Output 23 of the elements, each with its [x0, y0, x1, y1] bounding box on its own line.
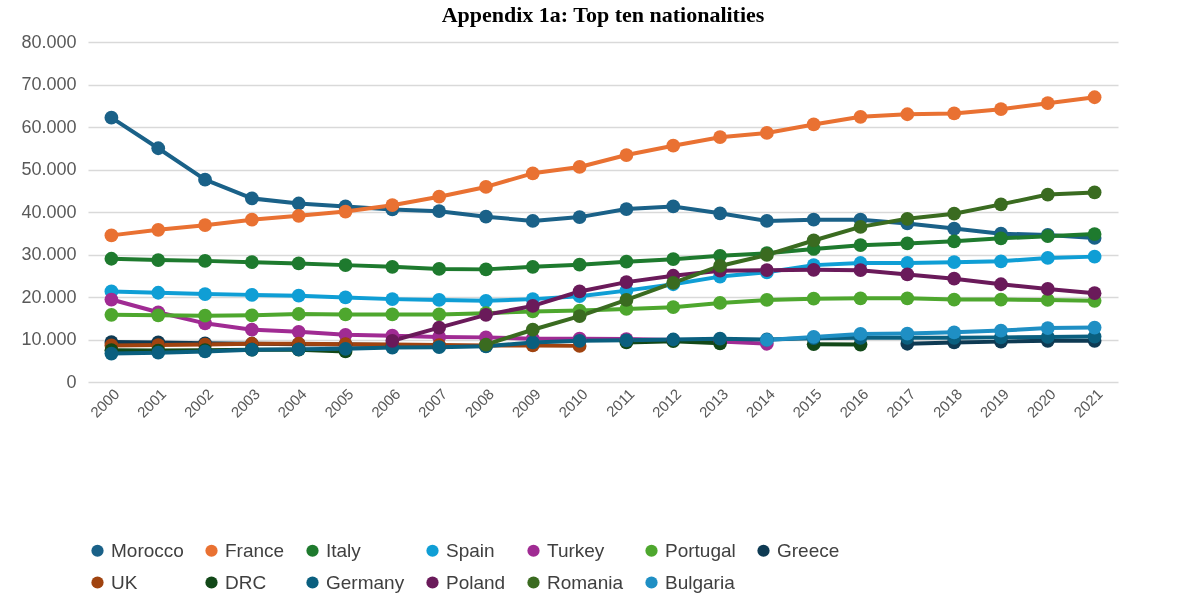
legend-label: Romania [547, 571, 624, 593]
y-tick-label: 30.000 [21, 244, 77, 264]
y-tick-label: 20.000 [21, 286, 77, 307]
legend-label: Germany [326, 571, 405, 593]
y-tick-label: 10.000 [21, 329, 77, 349]
legend-label: Portugal [665, 539, 736, 561]
legend-label: Turkey [547, 539, 605, 561]
legend-label: Morocco [111, 539, 184, 561]
y-tick-label: 50.000 [21, 159, 77, 179]
legend-label: Bulgaria [665, 571, 736, 593]
y-tick-label: 60.000 [21, 116, 77, 137]
y-tick-label: 40.000 [21, 201, 77, 222]
legend-label: Spain [446, 539, 495, 561]
legend-label: DRC [225, 571, 267, 593]
legend-label: Italy [326, 539, 362, 561]
legend-label: Greece [777, 539, 840, 561]
y-tick-label: 70.000 [21, 74, 77, 94]
chart-title: Appendix 1a: Top ten nationalities [441, 2, 765, 27]
legend-label: UK [111, 571, 138, 593]
legend-label: France [225, 539, 285, 561]
y-tick-label: 80.000 [21, 31, 77, 52]
y-tick-label: 0 [66, 371, 77, 392]
legend-label: Poland [446, 571, 506, 593]
